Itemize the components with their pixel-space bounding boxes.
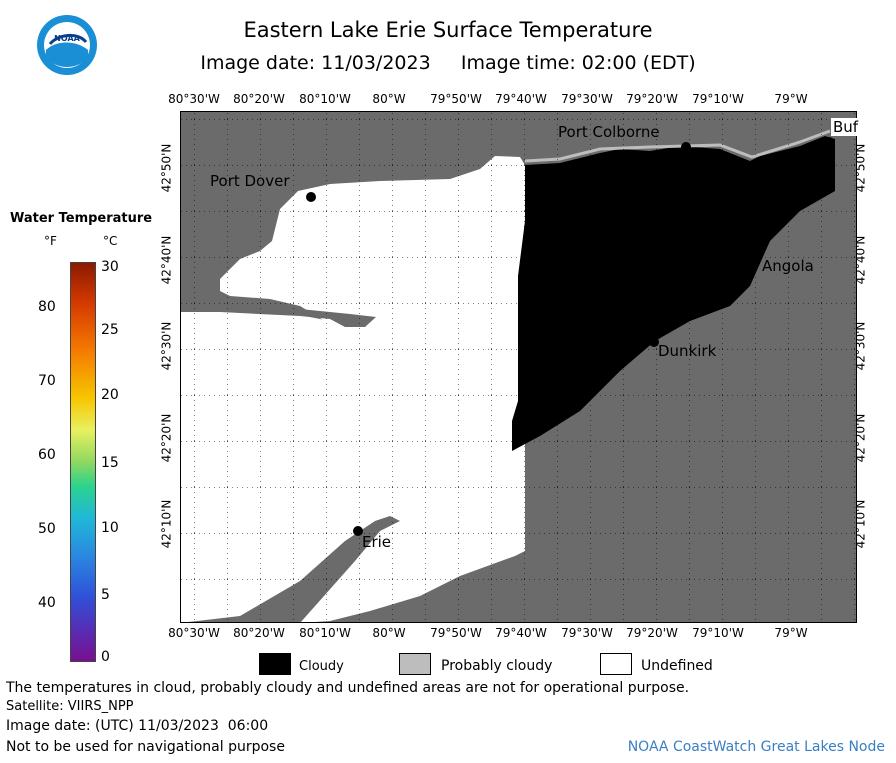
lat-tick-left: 42°50'N <box>159 143 174 193</box>
colorbar-f-tick: 50 <box>38 521 56 537</box>
colorbar-f-tick: 80 <box>38 299 56 315</box>
colorbar-c-tick: 25 <box>101 322 119 338</box>
colorbar-c-tick: 0 <box>101 649 110 665</box>
lon-tick-top: 79°W <box>774 92 808 106</box>
navigation-warning: Not to be used for navigational purpose <box>6 739 285 755</box>
colorbar-f-tick: 60 <box>38 447 56 463</box>
satellite-info: Satellite: VIIRS_NPP <box>6 699 134 714</box>
key-swatch-undefined <box>600 653 632 675</box>
lon-tick-top: 79°30'W <box>561 92 613 106</box>
disclaimer-note: The temperatures in cloud, probably clou… <box>6 680 690 696</box>
noaa-logo: NOAA <box>36 14 98 76</box>
legend-unit-c: °C <box>103 234 118 248</box>
legend-title: Water Temperature <box>10 211 153 226</box>
key-swatch-cloudy <box>259 653 291 675</box>
lon-tick-bottom: 79°20'W <box>626 626 678 640</box>
colorbar-c-tick: 15 <box>101 455 119 471</box>
city-label-erie: Erie <box>362 533 392 551</box>
utc-image-date: Image date: (UTC) 11/03/2023 06:00 <box>6 718 269 734</box>
key-label-undefined: Undefined <box>641 658 713 674</box>
temperature-colorbar <box>70 262 96 662</box>
legend-unit-f: °F <box>44 234 57 248</box>
lon-tick-top: 80°W <box>372 92 406 106</box>
city-label-dunkirk: Dunkirk <box>658 342 717 360</box>
lon-tick-top: 80°10'W <box>299 92 351 106</box>
city-marker <box>306 192 316 202</box>
lon-tick-top: 79°10'W <box>692 92 744 106</box>
lon-tick-top: 80°30'W <box>168 92 220 106</box>
lat-tick-left: 42°10'N <box>159 499 174 549</box>
colorbar-f-tick: 70 <box>38 373 56 389</box>
colorbar-c-tick: 10 <box>101 520 119 536</box>
city-label-buffalo: Buf <box>831 118 861 136</box>
lon-tick-bottom: 79°10'W <box>692 626 744 640</box>
credit-link[interactable]: NOAA CoastWatch Great Lakes Node <box>627 739 885 755</box>
colorbar-f-tick: 40 <box>38 595 56 611</box>
lat-tick-left: 42°30'N <box>159 321 174 371</box>
graticule <box>180 111 857 623</box>
lat-tick-left: 42°20'N <box>159 413 174 463</box>
image-date-time: Image date: 11/03/2023 Image time: 02:00… <box>200 52 696 74</box>
city-marker <box>681 142 691 152</box>
lon-tick-bottom: 80°20'W <box>233 626 285 640</box>
city-label-port-dover: Port Dover <box>210 172 290 190</box>
city-label-angola: Angola <box>762 257 814 275</box>
lon-tick-top: 79°50'W <box>430 92 482 106</box>
city-marker <box>353 526 363 536</box>
lon-tick-bottom: 79°W <box>774 626 808 640</box>
lon-tick-bottom: 79°40'W <box>495 626 547 640</box>
key-label-probably-cloudy: Probably cloudy <box>441 658 553 674</box>
lake-erie-map <box>180 111 857 623</box>
city-marker <box>824 137 834 147</box>
logo-text: NOAA <box>54 34 80 43</box>
colorbar-c-tick: 30 <box>101 259 119 275</box>
city-label-port-colborne: Port Colborne <box>558 123 660 141</box>
lon-tick-bottom: 80°10'W <box>299 626 351 640</box>
city-marker <box>753 249 763 259</box>
lon-tick-bottom: 79°30'W <box>561 626 613 640</box>
key-swatch-probably-cloudy <box>399 653 431 675</box>
lon-tick-top: 79°20'W <box>626 92 678 106</box>
lon-tick-bottom: 80°30'W <box>168 626 220 640</box>
lon-tick-bottom: 79°50'W <box>430 626 482 640</box>
lon-tick-top: 80°20'W <box>233 92 285 106</box>
lon-tick-bottom: 80°W <box>372 626 406 640</box>
city-marker <box>649 337 659 347</box>
colorbar-c-tick: 20 <box>101 387 119 403</box>
map-frame <box>180 111 857 623</box>
lon-tick-top: 79°40'W <box>495 92 547 106</box>
page-title: Eastern Lake Erie Surface Temperature <box>243 18 653 42</box>
colorbar-c-tick: 5 <box>101 587 110 603</box>
key-label-cloudy: Cloudy <box>299 659 344 674</box>
lat-tick-left: 42°40'N <box>159 235 174 285</box>
